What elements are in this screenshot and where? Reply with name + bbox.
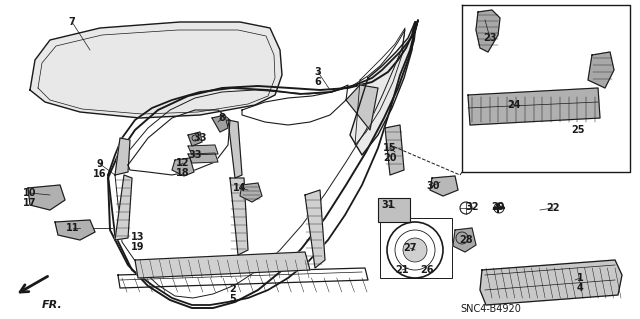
Polygon shape — [28, 185, 65, 210]
Polygon shape — [480, 260, 622, 305]
Polygon shape — [228, 120, 242, 178]
Text: 26: 26 — [420, 265, 434, 275]
Bar — [378, 198, 410, 222]
Text: 4: 4 — [577, 283, 584, 293]
Polygon shape — [115, 138, 130, 175]
Text: 6: 6 — [315, 77, 321, 87]
Polygon shape — [350, 22, 415, 155]
Text: FR.: FR. — [42, 300, 63, 310]
Text: 2: 2 — [230, 284, 236, 294]
Polygon shape — [588, 52, 614, 88]
Text: 27: 27 — [403, 243, 417, 253]
Polygon shape — [453, 228, 476, 252]
Text: 21: 21 — [396, 265, 409, 275]
Text: 19: 19 — [131, 242, 145, 252]
Text: 25: 25 — [572, 125, 585, 135]
Polygon shape — [230, 178, 248, 255]
Polygon shape — [135, 252, 310, 278]
Text: 22: 22 — [547, 203, 560, 213]
Polygon shape — [468, 88, 600, 125]
Polygon shape — [346, 85, 378, 130]
Text: 18: 18 — [176, 168, 190, 178]
Text: 7: 7 — [68, 17, 76, 27]
Text: 11: 11 — [67, 223, 80, 233]
Text: 16: 16 — [93, 169, 107, 179]
Text: 13: 13 — [131, 232, 145, 242]
Text: 8: 8 — [219, 113, 225, 123]
Polygon shape — [55, 220, 95, 240]
Polygon shape — [385, 125, 404, 175]
Bar — [380, 218, 452, 278]
Polygon shape — [212, 115, 228, 132]
Text: 31: 31 — [381, 200, 395, 210]
Text: 1: 1 — [577, 273, 584, 283]
Text: 29: 29 — [492, 202, 505, 212]
Polygon shape — [188, 132, 202, 146]
Polygon shape — [30, 22, 282, 118]
Polygon shape — [188, 145, 218, 155]
Text: 14: 14 — [233, 183, 247, 193]
Text: 10: 10 — [23, 188, 36, 198]
Text: 24: 24 — [508, 100, 521, 110]
Text: 30: 30 — [426, 181, 440, 191]
Polygon shape — [305, 190, 325, 268]
Text: SNC4-B4920: SNC4-B4920 — [460, 304, 521, 314]
Text: 9: 9 — [97, 159, 104, 169]
Polygon shape — [430, 176, 458, 196]
Text: 5: 5 — [230, 294, 236, 304]
Text: 3: 3 — [315, 67, 321, 77]
Text: 28: 28 — [459, 235, 473, 245]
Polygon shape — [172, 158, 194, 176]
Polygon shape — [115, 175, 132, 240]
Text: 15: 15 — [383, 143, 397, 153]
Circle shape — [403, 238, 427, 262]
Text: 12: 12 — [176, 158, 189, 168]
Text: 33: 33 — [188, 150, 202, 160]
Polygon shape — [240, 183, 262, 202]
Text: 20: 20 — [383, 153, 397, 163]
Text: 32: 32 — [465, 202, 479, 212]
Text: 33: 33 — [193, 133, 207, 143]
Polygon shape — [476, 10, 500, 52]
Text: 17: 17 — [23, 198, 36, 208]
Polygon shape — [188, 153, 218, 163]
Text: 23: 23 — [483, 33, 497, 43]
